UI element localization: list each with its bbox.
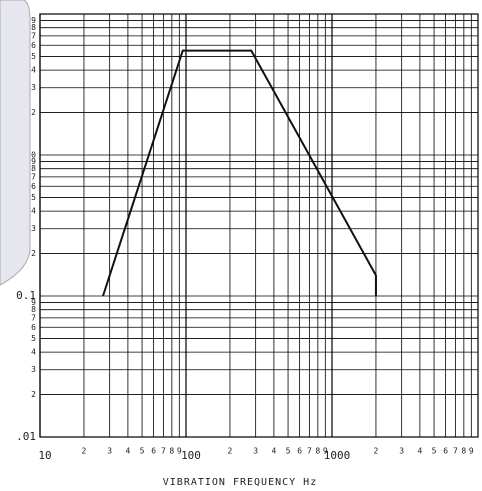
x-tick-label: 2	[82, 447, 87, 456]
y-tick-label: 9	[31, 157, 36, 166]
x-tick-label: 2	[228, 447, 233, 456]
x-axis-title: VIBRATION FREQUENCY Hz	[163, 477, 317, 488]
y-tick-label: 4	[31, 66, 36, 75]
plot-frame	[39, 13, 479, 438]
y-tick-label: 0	[31, 151, 36, 160]
y-tick-label: 6	[31, 323, 36, 332]
y-tick-label: 8	[31, 305, 36, 314]
y-tick-label: 2	[31, 249, 36, 258]
y-tick-label: 0.1	[16, 289, 36, 302]
x-tick-label: 7	[161, 447, 166, 456]
x-tick-label: 7	[307, 447, 312, 456]
x-tick-label: 6	[151, 447, 156, 456]
x-tick-label: 5	[286, 447, 291, 456]
series-line	[102, 49, 377, 297]
x-tick-label: 9	[323, 447, 328, 456]
y-tick-label: 6	[31, 182, 36, 191]
x-tick-label: 4	[271, 447, 276, 456]
y-tick-label: 7	[31, 172, 36, 181]
x-tick-label: 9	[177, 447, 182, 456]
x-tick-label: 9	[469, 447, 474, 456]
y-tick-label: 9	[31, 16, 36, 25]
y-tick-label: 3	[31, 224, 36, 233]
y-tick-label: 6	[31, 41, 36, 50]
y-tick-label: 9	[31, 298, 36, 307]
x-tick-label: 3	[399, 447, 404, 456]
x-tick-label: 3	[107, 447, 112, 456]
y-tick-label: 3	[31, 83, 36, 92]
y-tick-label: 2	[31, 390, 36, 399]
x-tick-label: 4	[125, 447, 130, 456]
x-tick-label: 3	[253, 447, 258, 456]
x-tick-label: 2	[374, 447, 379, 456]
y-tick-label: 8	[31, 23, 36, 32]
y-tick-label: 8	[31, 164, 36, 173]
y-tick-label: 4	[31, 348, 36, 357]
sticker	[0, 0, 31, 286]
y-tick-label: .01	[16, 430, 36, 443]
y-tick-label: 5	[31, 52, 36, 61]
x-tick-label: 5	[140, 447, 145, 456]
x-tick-label: 100	[181, 449, 201, 462]
y-tick-label: 7	[31, 31, 36, 40]
y-tick-label: 2	[31, 108, 36, 117]
x-tick-label: 8	[461, 447, 466, 456]
x-tick-label: 8	[169, 447, 174, 456]
x-tick-label: 6	[443, 447, 448, 456]
x-tick-label: 6	[297, 447, 302, 456]
y-tick-label: 5	[31, 334, 36, 343]
x-tick-label: 10	[38, 449, 51, 462]
y-tick-label: 5	[31, 193, 36, 202]
x-tick-label: 7	[453, 447, 458, 456]
y-tick-label: 7	[31, 313, 36, 322]
x-tick-label: 4	[417, 447, 422, 456]
y-tick-label: 3	[31, 365, 36, 374]
x-tick-label: 8	[315, 447, 320, 456]
x-tick-label: 1000	[324, 449, 351, 462]
y-tick-label: 4	[31, 207, 36, 216]
x-tick-label: 5	[432, 447, 437, 456]
